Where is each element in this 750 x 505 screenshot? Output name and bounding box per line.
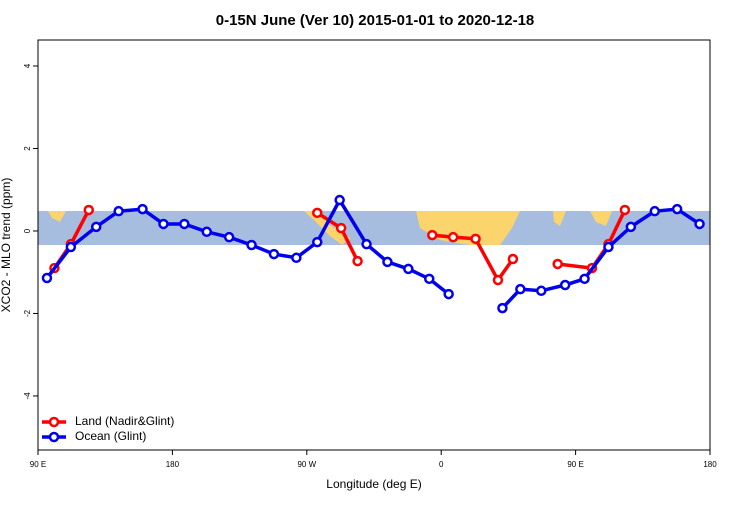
data-point <box>158 218 169 230</box>
data-point <box>507 253 519 265</box>
data-point <box>312 236 323 248</box>
data-point <box>137 203 148 215</box>
legend-marker <box>48 416 60 428</box>
legend-label: Land (Nadir&Glint) <box>75 414 174 428</box>
data-point <box>382 256 393 268</box>
x-tick-label: 180 <box>166 460 180 469</box>
data-point <box>335 222 347 234</box>
series-line <box>501 207 701 310</box>
data-point <box>492 274 504 286</box>
data-point <box>179 218 190 230</box>
data-point <box>426 229 438 241</box>
data-point <box>424 273 435 285</box>
data-point <box>201 226 212 238</box>
x-tick-label: 90 E <box>30 460 46 469</box>
data-point <box>246 239 257 251</box>
data-point <box>470 233 481 245</box>
data-point <box>41 272 53 284</box>
plot-frame <box>37 39 711 451</box>
y-axis-label: XCO2 - MLO trend (ppm) <box>0 178 13 313</box>
data-point <box>334 194 345 206</box>
x-tick-label: 90 W <box>297 460 316 469</box>
data-point <box>403 263 414 275</box>
data-point <box>291 252 302 264</box>
data-point <box>625 221 637 233</box>
y-tick-label: 2 <box>23 146 32 151</box>
data-point <box>312 207 323 219</box>
data-point <box>90 221 102 233</box>
data-point <box>447 231 459 243</box>
x-tick-label: 90 E <box>567 460 583 469</box>
data-point <box>671 203 683 215</box>
data-point <box>515 283 526 295</box>
data-point <box>694 218 705 230</box>
chart-title: 0-15N June (Ver 10) 2015-01-01 to 2020-1… <box>216 12 535 29</box>
x-tick-label: 0 <box>439 460 444 469</box>
data-point <box>536 285 547 297</box>
data-point <box>552 258 563 270</box>
legend-marker <box>48 431 60 443</box>
data-point <box>113 205 124 217</box>
map-band <box>38 211 710 245</box>
data-point <box>559 279 571 291</box>
y-tick-label: 0 <box>23 228 32 233</box>
data-point <box>443 288 454 300</box>
data-point <box>223 231 235 243</box>
legend-label: Ocean (Glint) <box>75 429 146 443</box>
x-axis-label: Longitude (deg E) <box>326 477 421 491</box>
data-point <box>83 204 95 216</box>
data-point <box>649 205 660 217</box>
data-point <box>497 302 508 314</box>
data-point <box>619 204 631 216</box>
y-tick-label: -4 <box>23 392 32 400</box>
data-point <box>352 255 363 267</box>
data-point <box>268 248 280 260</box>
y-tick-label: -2 <box>23 309 32 317</box>
data-point <box>361 238 372 250</box>
y-tick-label: 4 <box>23 63 32 68</box>
x-tick-label: 180 <box>703 460 717 469</box>
data-point <box>65 241 77 253</box>
data-point <box>603 241 614 253</box>
data-point <box>579 273 590 285</box>
